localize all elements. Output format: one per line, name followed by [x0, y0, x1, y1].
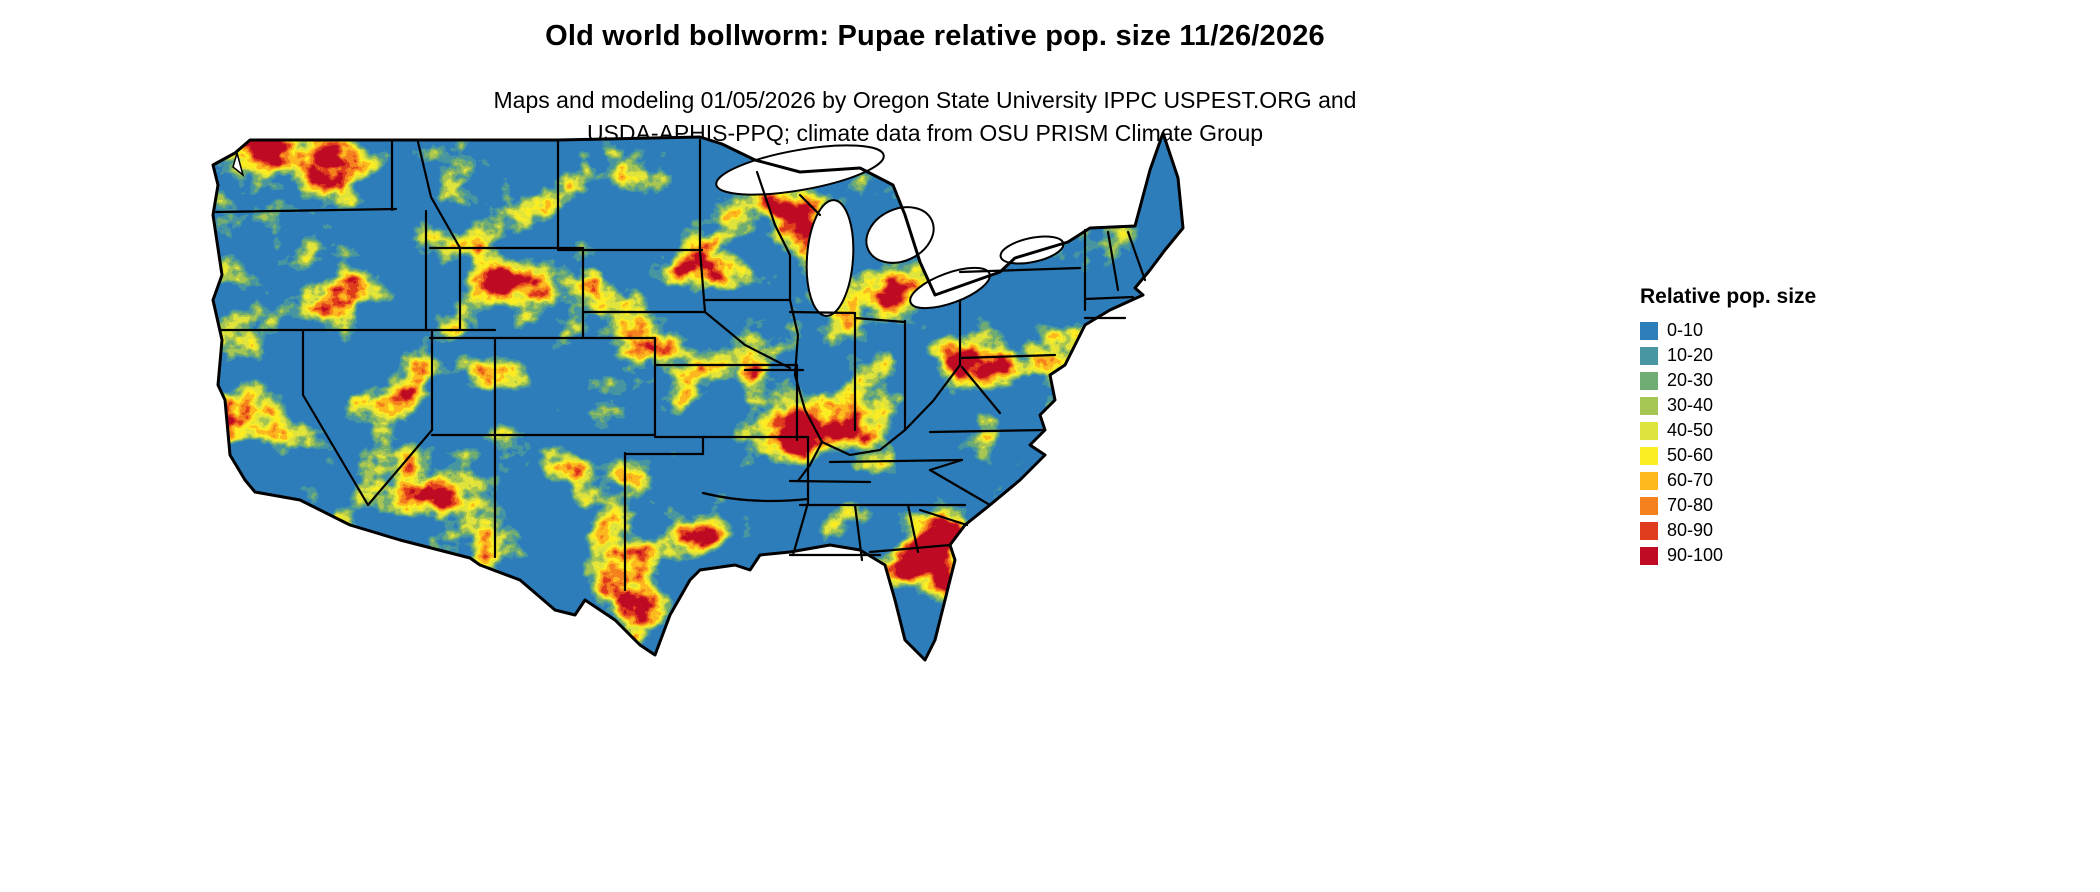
legend-item: 60-70 — [1640, 468, 1816, 493]
legend-label: 60-70 — [1667, 470, 1714, 490]
legend-swatch — [1640, 521, 1658, 540]
us-map — [205, 125, 1205, 685]
great-lakes — [232, 144, 1065, 317]
lake-erie-icon — [909, 266, 991, 310]
legend-label: 30-40 — [1667, 395, 1714, 415]
legend-label: 20-30 — [1667, 370, 1714, 390]
legend-swatch — [1640, 371, 1658, 390]
legend-swatch — [1640, 421, 1658, 440]
legend-swatch — [1640, 471, 1658, 490]
legend-swatch — [1640, 396, 1658, 415]
subtitle-line-1: Maps and modeling 01/05/2026 by Oregon S… — [493, 87, 1357, 113]
us-outline — [211, 131, 1185, 662]
puget-sound-icon — [232, 150, 245, 178]
legend-label: 90-100 — [1667, 545, 1724, 565]
legend-swatch — [1640, 496, 1658, 515]
legend: Relative pop. size 0-10 10-20 20-30 30-40 40… — [1640, 285, 1816, 568]
legend-swatch — [1640, 346, 1658, 365]
legend-swatch — [1640, 446, 1658, 465]
subtitle: Maps and modeling 01/05/2026 by Oregon S… — [0, 84, 1850, 150]
legend-item: 50-60 — [1640, 443, 1816, 468]
legend-swatch — [1640, 321, 1658, 340]
legend-item: 40-50 — [1640, 418, 1816, 443]
legend-label: 80-90 — [1667, 520, 1714, 540]
legend-item: 0-10 — [1640, 318, 1816, 343]
legend-label: 40-50 — [1667, 420, 1714, 440]
legend-label: 10-20 — [1667, 345, 1714, 365]
us-map-svg — [211, 131, 1185, 662]
legend-item: 90-100 — [1640, 543, 1816, 568]
legend-item: 30-40 — [1640, 393, 1816, 418]
legend-item: 70-80 — [1640, 493, 1816, 518]
legend-title: Relative pop. size — [1640, 285, 1817, 308]
legend-item: 20-30 — [1640, 368, 1816, 393]
legend-label: 0-10 — [1667, 320, 1704, 340]
legend-item: 80-90 — [1640, 518, 1816, 543]
lake-superior-icon — [715, 144, 885, 196]
legend-items: 0-10 10-20 20-30 30-40 40-50 50-60 60-70 70-80 8… — [1640, 318, 1816, 568]
legend-item: 10-20 — [1640, 343, 1816, 368]
lake-michigan-icon — [805, 199, 855, 317]
legend-label: 70-80 — [1667, 495, 1714, 515]
legend-label: 50-60 — [1667, 445, 1714, 465]
legend-swatch — [1640, 546, 1658, 565]
page-title: Old world bollworm: Pupae relative pop. … — [545, 20, 1325, 52]
